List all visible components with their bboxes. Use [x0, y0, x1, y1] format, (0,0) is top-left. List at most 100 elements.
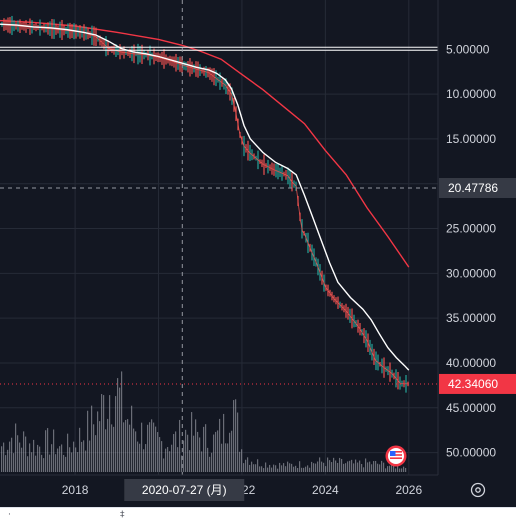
volume-bar: [127, 419, 129, 472]
volume-bar: [33, 439, 35, 472]
volume-bar: [201, 451, 203, 472]
volume-bar: [173, 434, 175, 472]
volume-bar: [109, 395, 111, 472]
volume-bar: [281, 465, 283, 472]
volume-bar: [383, 462, 385, 472]
volume-bar: [401, 468, 403, 472]
volume-bar: [291, 463, 293, 472]
volume-bar: [221, 443, 223, 472]
volume-bar: [283, 463, 285, 472]
volume-bar: [119, 387, 121, 472]
price-lines: [0, 15, 410, 393]
volume-bar: [185, 429, 187, 472]
volume-bar: [263, 468, 265, 472]
volume-bar: [395, 468, 397, 472]
volume-bar: [371, 464, 373, 472]
volume-bar: [15, 423, 17, 472]
volume-bar: [199, 437, 201, 472]
volume-bar: [189, 450, 191, 472]
volume-bar: [53, 429, 55, 472]
volume-bar: [361, 463, 363, 472]
volume-bar: [73, 441, 75, 472]
volume-bar: [97, 411, 99, 472]
volume-bar: [89, 440, 91, 472]
volume-bar: [57, 448, 59, 472]
volume-bar: [271, 467, 273, 472]
volume-bar: [311, 461, 313, 472]
volume-bar: [391, 462, 393, 472]
volume-bar: [121, 371, 123, 472]
volume-bar: [301, 467, 303, 472]
y-tick-label: 45.00000: [446, 401, 496, 415]
volume-bar: [181, 455, 183, 472]
volume-bar: [83, 440, 85, 472]
volume-bar: [39, 446, 41, 472]
volume-bar: [17, 435, 19, 472]
volume-bar: [247, 457, 249, 472]
volume-bar: [71, 452, 73, 472]
volume-bar: [5, 455, 7, 472]
last-price-label: 42.34060: [448, 377, 498, 391]
volume-bar: [103, 395, 105, 472]
x-tick-label: 2026: [395, 483, 422, 497]
volume-bar: [403, 466, 405, 472]
volume-bar: [389, 465, 391, 472]
volume-bar: [87, 410, 89, 472]
volume-bar: [91, 405, 93, 472]
volume-bar: [349, 460, 351, 472]
volume-bar: [289, 463, 291, 472]
last-price-badge: [439, 373, 516, 394]
volume-bar: [369, 461, 371, 472]
volume-bar: [123, 422, 125, 472]
volume-bar: [327, 457, 329, 472]
volume-bar: [47, 428, 49, 472]
volume-bar: [167, 447, 169, 472]
series-line-moving-average-long: [0, 19, 410, 268]
axis-labels: 2020-07-27 (月) 20.47786 42.34060: [124, 178, 516, 501]
x-tick-label: 2018: [62, 483, 89, 497]
volume-bar: [59, 446, 61, 472]
volume-bar: [215, 431, 217, 472]
y-tick-label: 5.00000: [446, 42, 490, 56]
volume-bar: [233, 400, 235, 472]
volume-bar: [357, 462, 359, 472]
volume-bar: [19, 442, 21, 472]
volume-bar: [145, 444, 147, 472]
volume-bar: [35, 455, 37, 472]
volume-bar: [93, 424, 95, 472]
price-scale[interactable]: [438, 0, 516, 475]
volume-bar: [367, 462, 369, 472]
volume-bar: [79, 427, 81, 472]
overlays: [0, 0, 438, 475]
volume-bar: [285, 466, 287, 472]
settings-icon[interactable]: [470, 482, 486, 498]
volume-bar: [31, 452, 33, 472]
volume-bar: [305, 466, 307, 472]
volume-bar: [375, 460, 377, 472]
volume-bar: [217, 430, 219, 472]
us-flag-icon[interactable]: [385, 445, 407, 467]
volume-bar: [165, 448, 167, 472]
volume-bar: [63, 454, 65, 472]
volume-bar: [23, 431, 25, 472]
volume-bar: [209, 456, 211, 472]
volume-bar: [313, 463, 315, 472]
volume-bar: [29, 443, 31, 472]
volume-bar: [1, 446, 3, 472]
volume-bar: [137, 441, 139, 472]
volume-bar: [255, 464, 257, 472]
volume-bar: [251, 461, 253, 472]
volume-bar: [37, 444, 39, 472]
volume-bar: [85, 450, 87, 472]
volume-bar: [329, 460, 331, 472]
volume-bar: [219, 418, 221, 472]
volume-bar: [223, 413, 225, 472]
volume-bar: [387, 466, 389, 472]
volume-bar: [345, 463, 347, 472]
volume-bar: [147, 424, 149, 472]
volume-bar: [3, 442, 5, 472]
volume-bar: [399, 468, 401, 472]
volume-bar: [69, 447, 71, 472]
volume-bar: [381, 460, 383, 472]
